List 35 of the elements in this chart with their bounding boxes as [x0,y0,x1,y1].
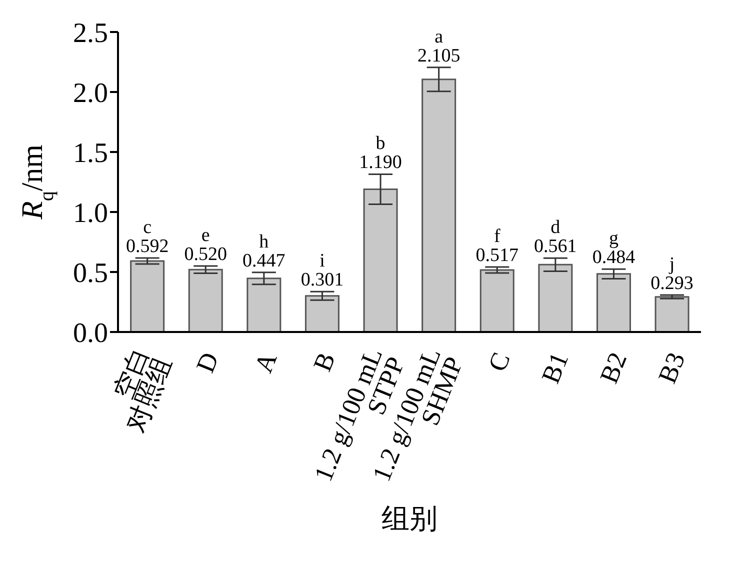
x-tick-label: C [482,348,516,376]
bar [246,278,282,332]
y-tick-label: 1.5 [73,138,108,169]
bar [538,264,573,332]
data-label: i 0.301 [300,250,344,291]
bar [304,295,340,332]
data-label: a 2.105 [417,26,460,66]
data-label: b 1.190 [359,133,402,174]
x-tick-label: 空白 对照组 [108,344,178,436]
data-label: d 0.561 [534,217,577,258]
data-label: g 0.484 [592,228,636,268]
bar [363,188,398,332]
x-tick-label: B2 [594,348,633,388]
x-tick-label: A [248,348,283,377]
data-label: j 0.293 [650,254,694,294]
data-label: e 0.520 [184,225,227,265]
bar [596,273,631,332]
data-label: f 0.517 [476,226,518,266]
x-tick-label: D [190,348,224,377]
y-tick-label: 1.0 [73,198,108,229]
x-tick-label: B3 [652,348,691,388]
bar [422,78,456,332]
bar [480,269,514,332]
y-tick-label: 2.5 [73,18,108,49]
data-label: h 0.447 [242,231,286,272]
x-tick-label: B [308,348,342,376]
bar [188,268,223,332]
bar [130,260,165,332]
x-tick-label: B1 [536,348,574,388]
x-axis-title: 组别 [382,504,438,535]
y-tick-label: 0.0 [73,318,108,349]
bar [654,296,690,332]
data-label: c 0.592 [126,216,169,257]
y-tick-label: 2.0 [73,78,108,109]
y-tick-label: 0.5 [73,258,108,289]
